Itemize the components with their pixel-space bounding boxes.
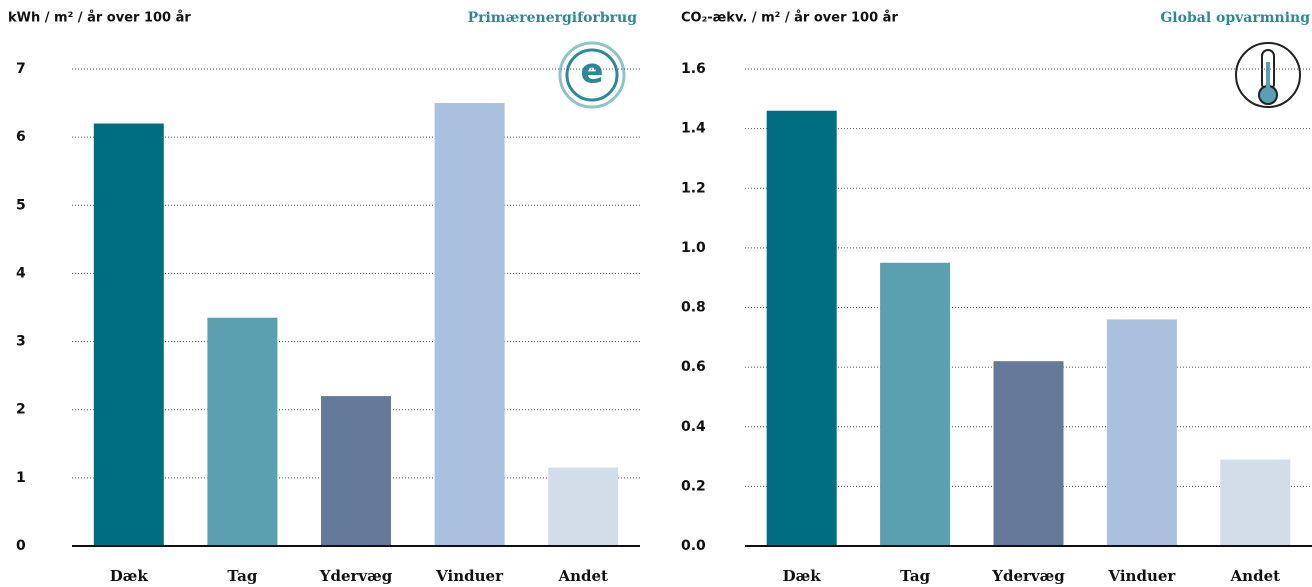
- y-tick-label: 7: [16, 61, 26, 77]
- x-tick-label: Andet: [1230, 567, 1281, 585]
- bar: [766, 110, 837, 546]
- axis-title: kWh / m² / år over 100 år: [8, 11, 191, 26]
- bar: [1220, 459, 1291, 545]
- x-tick-label: Tag: [900, 567, 930, 585]
- y-tick-label: 6: [16, 129, 26, 145]
- y-tick-label: 0.8: [681, 300, 706, 316]
- y-tick-label: 2: [16, 402, 26, 418]
- y-tick-label: 0.4: [681, 419, 706, 435]
- y-tick-label: 3: [16, 334, 26, 350]
- y-tick-label: 4: [16, 265, 26, 281]
- x-tick-label: Ydervæg: [991, 567, 1065, 585]
- panel-label: Global opvarmning: [1160, 10, 1310, 26]
- y-tick-label: 1.2: [681, 180, 706, 196]
- x-tick-label: Ydervæg: [319, 567, 393, 585]
- bar: [880, 262, 951, 545]
- y-tick-label: 1.4: [681, 121, 706, 137]
- y-tick-label: 1: [16, 470, 26, 486]
- x-tick-label: Dæk: [783, 567, 822, 585]
- bar: [1106, 319, 1177, 545]
- bar: [434, 103, 505, 546]
- axis-title: CO₂-ækv. / m² / år over 100 år: [681, 11, 898, 26]
- x-tick-label: Vinduer: [1107, 567, 1176, 585]
- y-tick-label: 1.0: [681, 240, 706, 256]
- y-tick-label: 0.2: [681, 478, 706, 494]
- y-tick-label: 1.6: [681, 61, 706, 77]
- x-tick-label: Tag: [227, 567, 257, 585]
- y-tick-label: 0.6: [681, 359, 706, 375]
- badge-text: e: [580, 52, 603, 92]
- y-tick-label: 5: [16, 197, 26, 213]
- x-tick-label: Vinduer: [435, 567, 504, 585]
- panel-label: Primærenergiforbrug: [468, 10, 638, 26]
- x-tick-label: Dæk: [110, 567, 149, 585]
- bar: [548, 467, 619, 545]
- y-tick-label: 0: [16, 538, 26, 554]
- badge: [565, 48, 619, 102]
- bar: [93, 123, 164, 545]
- x-tick-label: Andet: [557, 567, 608, 585]
- bar: [321, 396, 391, 545]
- bar: [207, 317, 278, 545]
- bar: [993, 361, 1064, 545]
- thermo-fill: [1266, 62, 1270, 92]
- y-tick-label: 0.0: [681, 538, 706, 554]
